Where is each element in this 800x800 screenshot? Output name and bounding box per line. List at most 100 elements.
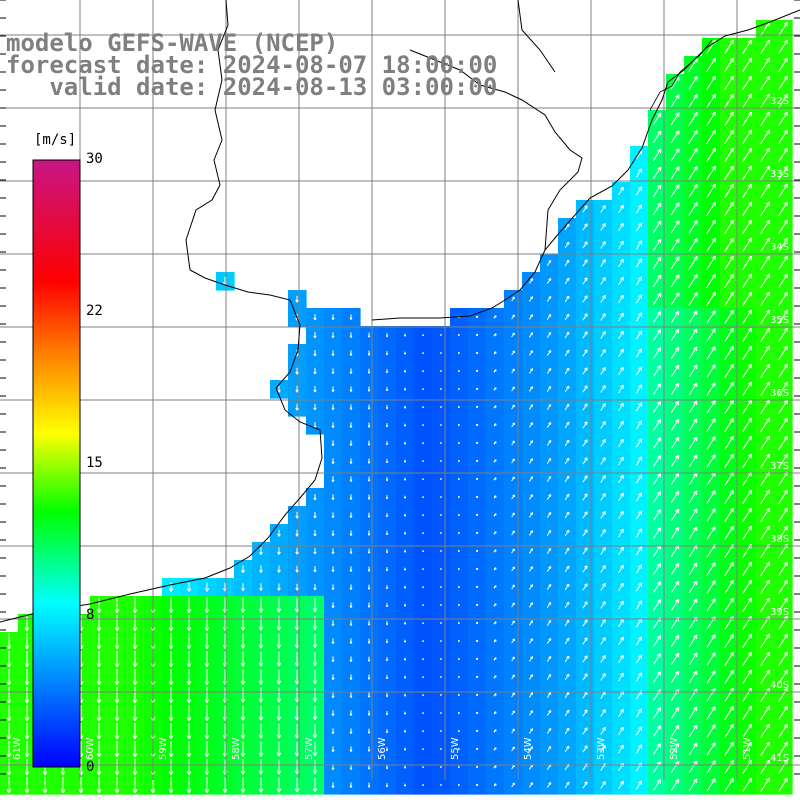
wind-arrow: [618, 726, 624, 736]
wind-arrow: [706, 562, 716, 576]
wind-arrow: [457, 513, 460, 517]
wind-arrow: [186, 741, 192, 758]
wind-arrow: [653, 491, 661, 503]
wind-arrow: [724, 381, 734, 396]
wind-arrow: [403, 441, 407, 445]
wind-arrow: [367, 548, 371, 554]
wind-arrow: [688, 400, 698, 414]
wind-arrow: [600, 493, 606, 501]
wind-arrow: [706, 75, 716, 91]
wind-arrow: [688, 742, 698, 756]
wind-arrow: [618, 258, 624, 268]
wind-arrow: [778, 327, 788, 343]
wind-arrow: [688, 526, 698, 540]
wind-arrow: [385, 657, 389, 662]
wind-arrow: [312, 742, 318, 757]
wind-arrow: [204, 615, 210, 632]
wind-arrow: [742, 651, 752, 667]
wind-arrow: [724, 201, 734, 217]
wind-arrow: [635, 186, 643, 196]
wind-arrow: [457, 765, 460, 769]
wind-arrow: [331, 674, 335, 681]
wind-arrow: [493, 657, 497, 661]
wind-arrow: [277, 547, 281, 555]
wind-arrow: [653, 707, 661, 719]
colorbar: [32, 159, 81, 768]
wind-arrow: [582, 673, 588, 681]
wind-arrow: [439, 567, 442, 570]
wind-arrow: [724, 561, 734, 576]
wind-arrow: [670, 364, 680, 377]
wind-arrow: [457, 621, 460, 625]
title-forecast-date: forecast date: 2024-08-07 18:00:00: [6, 51, 498, 79]
wind-arrow: [403, 459, 407, 463]
wind-arrow: [724, 309, 734, 324]
wind-arrow: [742, 345, 752, 361]
wind-arrow: [186, 687, 192, 704]
wind-arrow: [493, 729, 497, 733]
wind-arrow: [421, 766, 424, 769]
wind-arrow: [652, 292, 662, 306]
wind-arrow: [385, 423, 389, 428]
wind-arrow: [313, 403, 317, 411]
wind-arrow: [529, 404, 534, 410]
wind-arrow: [546, 529, 552, 536]
wind-arrow: [670, 472, 680, 485]
wind-arrow: [385, 639, 389, 644]
wind-arrow: [529, 296, 534, 302]
wind-arrow: [564, 457, 570, 465]
wind-arrow: [760, 273, 770, 289]
wind-arrow: [511, 782, 515, 788]
wind-arrow: [760, 507, 770, 523]
wind-arrow: [618, 456, 624, 466]
wind-arrow: [724, 597, 734, 612]
wind-arrow: [653, 581, 661, 593]
wind-arrow: [688, 238, 698, 252]
wind-arrow: [493, 369, 497, 373]
coastline: [0, 0, 800, 623]
wind-arrow: [96, 741, 102, 758]
wind-arrow: [421, 370, 424, 373]
wind-arrow: [724, 489, 734, 504]
wind-arrow: [742, 57, 752, 73]
wind-arrow: [600, 583, 606, 591]
wind-arrow: [331, 494, 335, 501]
wind-arrow: [439, 783, 442, 786]
wind-arrow: [564, 637, 570, 645]
wind-arrow: [331, 728, 335, 735]
wind-arrow: [186, 633, 192, 650]
wind-arrow: [457, 531, 460, 535]
wind-arrow: [564, 259, 570, 267]
wind-arrow: [670, 328, 680, 341]
wind-arrow: [760, 525, 770, 541]
wind-arrow: [582, 313, 588, 321]
wind-arrow: [653, 383, 661, 395]
wind-arrow: [511, 440, 515, 446]
wind-arrow: [618, 438, 624, 448]
wind-arrow: [778, 309, 788, 325]
wind-arrow: [439, 765, 442, 768]
wind-arrow: [742, 489, 752, 505]
wind-arrow: [653, 527, 661, 539]
wind-arrow: [349, 638, 353, 644]
wind-arrow: [653, 455, 661, 467]
wind-arrow: [778, 345, 788, 361]
wind-arrow: [24, 777, 30, 794]
wind-arrow: [313, 529, 317, 537]
wind-arrow: [760, 309, 770, 325]
wind-arrow: [582, 583, 588, 591]
wind-arrow: [403, 783, 407, 787]
wind-arrow: [421, 550, 424, 553]
wind-arrow: [259, 565, 263, 573]
wind-arrow: [439, 405, 442, 408]
wind-arrow: [742, 147, 752, 163]
wind-arrow: [6, 687, 12, 704]
wind-arrow: [618, 186, 624, 196]
wind-arrow: [439, 423, 442, 426]
wind-arrow: [652, 184, 662, 198]
colorbar-tick-30: 30: [86, 151, 103, 167]
wind-arrow: [421, 496, 424, 499]
wind-arrow: [114, 687, 120, 704]
wind-arrow: [564, 439, 570, 447]
wind-arrow: [564, 223, 570, 231]
